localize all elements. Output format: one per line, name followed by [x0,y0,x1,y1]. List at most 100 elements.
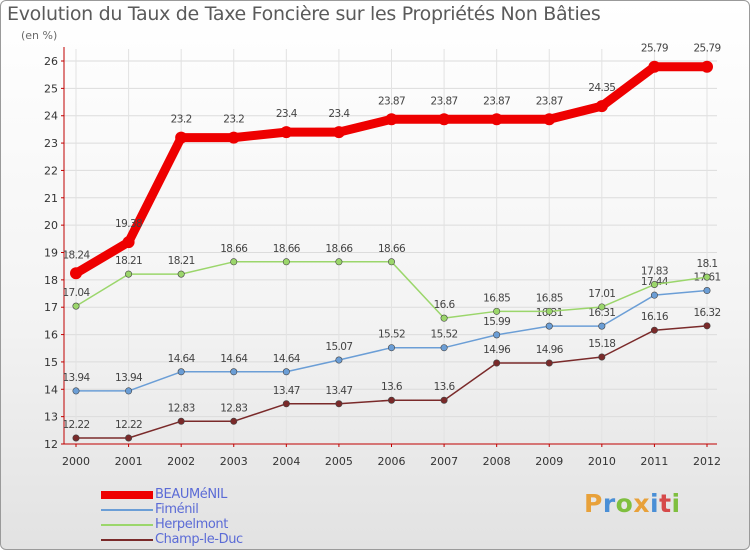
y-tick-label: 20 [44,219,58,232]
data-point-fim-nil [387,344,395,352]
data-point-champ-le-duc [598,353,606,361]
data-point-fim-nil [598,322,606,330]
x-tick-label: 2009 [535,455,563,468]
data-label-champ-le-duc: 12.22 [62,419,89,431]
data-point-beaum-nil [175,131,188,144]
data-point-beaum-nil [543,113,556,126]
data-point-beaum-nil [438,113,451,126]
logo-letter: t [659,489,672,518]
data-label-champ-le-duc: 12.83 [220,402,247,414]
data-point-beaum-nil [595,100,608,113]
x-tick-label: 2001 [115,455,143,468]
data-label-herpelmont: 16.6 [434,299,456,311]
data-label-beaum-nil: 23.4 [328,108,350,120]
data-point-beaum-nil [70,267,82,280]
data-point-champ-le-duc [177,417,185,425]
data-label-beaum-nil: 23.2 [223,114,244,126]
data-point-beaum-nil [122,236,135,249]
data-point-beaum-nil [227,131,240,144]
data-label-herpelmont: 17.04 [62,287,90,299]
data-label-fim-nil: 15.07 [325,341,352,353]
data-point-champ-le-duc [282,400,290,408]
data-point-champ-le-duc [650,326,658,334]
data-label-champ-le-duc: 12.22 [115,419,142,431]
data-label-fim-nil: 14.64 [273,353,301,365]
y-tick-label: 24 [44,110,58,123]
data-label-fim-nil: 15.52 [378,329,405,341]
logo-letter: x [633,489,650,518]
y-tick-label: 14 [44,383,58,396]
logo-letter: r [602,489,616,518]
data-point-herpelmont [335,258,343,266]
x-tick-label: 2010 [588,455,616,468]
chart-title: Evolution du Taux de Taxe Foncière sur l… [7,3,601,25]
data-label-champ-le-duc: 14.96 [536,344,564,356]
x-tick-label: 2005 [325,455,353,468]
data-point-fim-nil [703,287,711,295]
x-tick-label: 2008 [483,455,511,468]
data-label-champ-le-duc: 15.18 [588,338,615,350]
y-tick-label: 13 [44,411,58,424]
data-point-herpelmont [125,270,133,278]
data-label-herpelmont: 18.66 [220,243,248,255]
y-tick-label: 22 [44,164,58,177]
data-label-champ-le-duc: 13.6 [381,381,403,393]
y-tick-label: 25 [44,82,58,95]
data-label-herpelmont: 18.1 [697,258,718,270]
data-label-beaum-nil: 24.35 [588,82,615,94]
data-point-champ-le-duc [230,417,238,425]
data-label-champ-le-duc: 16.32 [693,307,720,319]
legend-swatch [101,524,153,526]
data-point-beaum-nil [648,60,661,73]
y-tick-label: 26 [44,55,58,68]
data-point-champ-le-duc [72,434,80,442]
data-point-herpelmont [440,314,448,322]
data-label-herpelmont: 18.66 [325,243,353,255]
data-label-beaum-nil: 23.87 [378,95,405,107]
x-tick-label: 2011 [640,455,668,468]
data-label-beaum-nil: 23.87 [483,95,510,107]
data-point-herpelmont [650,281,658,289]
data-point-champ-le-duc [545,359,553,367]
legend-swatch [101,509,153,511]
data-point-beaum-nil [280,126,293,139]
data-label-champ-le-duc: 13.6 [434,381,456,393]
data-point-herpelmont [387,258,395,266]
data-label-fim-nil: 13.94 [115,372,143,384]
legend-swatch [101,539,153,541]
data-point-champ-le-duc [493,359,501,367]
y-tick-label: 12 [44,438,58,451]
data-label-herpelmont: 18.66 [378,243,406,255]
data-label-fim-nil: 15.52 [431,329,458,341]
data-label-herpelmont: 17.83 [641,266,668,278]
legend-swatch [101,491,153,499]
y-tick-label: 19 [44,247,58,260]
data-label-herpelmont: 17.01 [588,288,615,300]
data-label-beaum-nil: 18.24 [62,249,90,261]
data-label-beaum-nil: 25.79 [693,43,720,55]
data-label-beaum-nil: 23.4 [276,108,298,120]
data-point-beaum-nil [701,60,713,73]
data-point-herpelmont [493,307,501,315]
data-label-herpelmont: 18.21 [168,255,195,267]
logo-letter: i [671,489,681,518]
data-label-beaum-nil: 23.2 [171,114,192,126]
data-point-fim-nil [230,368,238,376]
proxiti-logo: Proxiti [584,489,681,518]
y-tick-label: 23 [44,137,58,150]
y-tick-label: 17 [44,301,58,314]
data-point-herpelmont [177,270,185,278]
data-label-herpelmont: 16.85 [536,292,563,304]
data-point-champ-le-duc [125,434,133,442]
data-point-herpelmont [598,303,606,311]
x-tick-label: 2000 [62,455,90,468]
logo-letter: i [650,489,660,518]
legend-label: BEAUMéNIL [155,487,227,502]
data-label-champ-le-duc: 12.83 [168,402,195,414]
logo-letter: o [615,489,634,518]
data-point-fim-nil [545,322,553,330]
data-point-fim-nil [650,291,658,299]
data-label-beaum-nil: 23.87 [536,95,563,107]
data-point-fim-nil [335,356,343,364]
